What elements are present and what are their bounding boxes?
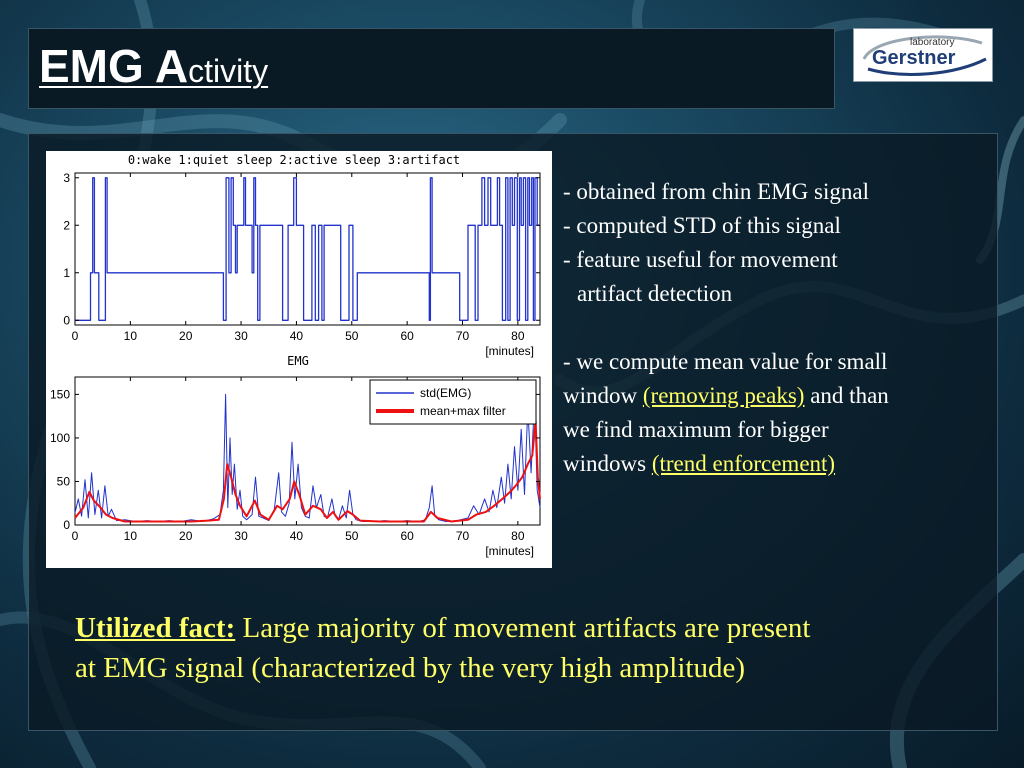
x-tick-label: 60 (400, 329, 414, 343)
utilized-fact: Utilized fact: Large majority of movemen… (75, 608, 975, 688)
title-small: ctivity (188, 53, 269, 89)
logo-name-text: Gerstner (872, 47, 956, 69)
x-tick-label: 60 (400, 529, 414, 543)
y-tick-label: 0 (63, 518, 70, 532)
x-tick-label: 50 (345, 529, 359, 543)
legend-box (369, 379, 537, 425)
fact-text: at EMG signal (characterized by the very… (75, 652, 745, 684)
fact-text: Large majority of movement artifacts are… (235, 612, 811, 644)
logo-lab-text: laboratory (910, 37, 955, 48)
x-tick-label: 40 (290, 529, 304, 543)
plot-area (74, 172, 541, 326)
x-tick-label: 80 (511, 329, 525, 343)
x-tick-label: 20 (179, 329, 193, 343)
slide-title: EMG Activity (39, 39, 268, 93)
x-tick-label: 50 (345, 329, 359, 343)
removing-peaks-link[interactable]: (removing peaks) (642, 383, 805, 408)
paragraph-line: we find maximum for bigger (563, 417, 829, 442)
paragraph-line: - we compute mean value for small (563, 349, 888, 374)
bullet-line: - obtained from chin EMG signal (563, 179, 869, 204)
x-tick-label: 80 (511, 529, 525, 543)
bullet-line: - feature useful for movement (563, 247, 838, 272)
bullet-line: - computed STD of this signal (563, 213, 841, 238)
emg-figure: 0 10 20 30 40 50 60 70 80 0 1 2 3 0:wake 1:quiet slee… (46, 151, 552, 568)
x-tick-label: 70 (456, 329, 470, 343)
x-axis-label: [minutes] (485, 344, 534, 358)
x-tick-label: 0 (72, 529, 79, 543)
y-tick-label: 0 (63, 313, 70, 327)
chart-title: EMG (287, 354, 309, 368)
description-text: - obtained from chin EMG signal - comput… (563, 175, 983, 481)
emg-charts: 0 10 20 30 40 50 60 70 80 0 1 2 3 0:wake 1:quiet slee… (50, 153, 541, 558)
title-bar: EMG Activity (28, 28, 835, 109)
paragraph-line: windows (trend enforcement) (563, 447, 983, 481)
series-line-mean-max-filter (74, 419, 541, 523)
series-line-state (75, 177, 540, 321)
y-tick-label: 150 (50, 387, 70, 401)
x-axis-label: [minutes] (485, 544, 534, 558)
paragraph-line: window (removing peaks) and than (563, 379, 983, 413)
logo-swoosh-icon (862, 35, 987, 76)
paragraph-text: window (563, 383, 643, 408)
x-tick-label: 10 (124, 529, 138, 543)
legend-entry: mean+max filter (420, 404, 506, 418)
bullet-line: artifact detection (577, 281, 733, 306)
y-tick-label: 1 (63, 266, 70, 280)
y-tick-label: 50 (57, 474, 71, 488)
fact-label: Utilized fact: (75, 612, 236, 644)
y-tick-label: 2 (63, 218, 70, 232)
x-tick-label: 70 (456, 529, 470, 543)
x-tick-label: 40 (290, 329, 304, 343)
y-tick-label: 100 (50, 431, 70, 445)
x-tick-label: 30 (234, 529, 248, 543)
chart-title: 0:wake 1:quiet sleep 2:active sleep 3:ar… (128, 153, 460, 167)
spacer (563, 311, 983, 345)
y-tick-label: 3 (63, 171, 70, 185)
legend-entry: std(EMG) (420, 386, 471, 400)
x-tick-label: 0 (72, 329, 79, 343)
x-tick-label: 20 (179, 529, 193, 543)
gerstner-logo: laboratory Gerstner (853, 28, 993, 82)
paragraph-text: and than (804, 383, 889, 408)
trend-enforcement-link[interactable]: (trend enforcement) (651, 451, 836, 476)
paragraph-text: windows (563, 451, 652, 476)
title-big: EMG A (39, 40, 189, 92)
x-tick-label: 10 (124, 329, 138, 343)
x-tick-label: 30 (234, 329, 248, 343)
